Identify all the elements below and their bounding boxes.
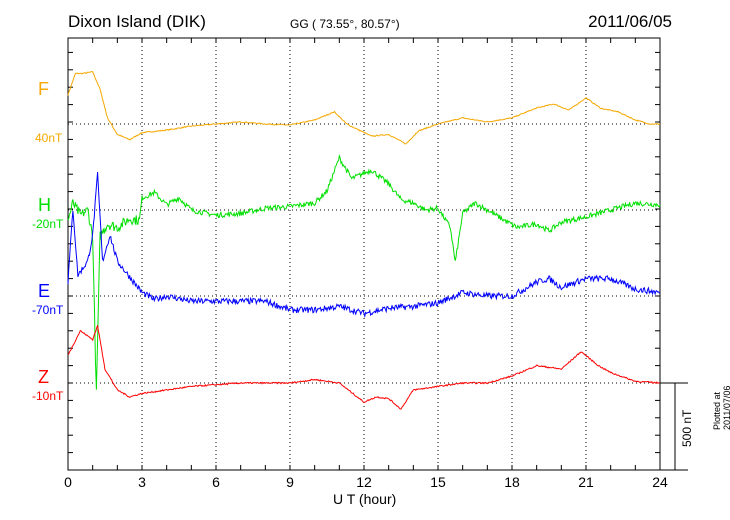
offset-label-z: -10nT [32, 389, 64, 403]
x-tick-label: 18 [504, 474, 520, 490]
station-coordinates: GG ( 73.55°, 80.57°) [290, 17, 400, 31]
x-tick-label: 15 [430, 474, 446, 490]
x-tick-label: 6 [212, 474, 220, 490]
trace-h [67, 153, 661, 390]
x-tick-label: 12 [356, 474, 372, 490]
scale-bar-label: 500 nT [680, 409, 694, 447]
offset-label-f: 40nT [35, 131, 63, 145]
component-label-z: Z [38, 367, 49, 387]
offset-label-e: -70nT [32, 303, 64, 317]
component-label-h: H [38, 195, 51, 215]
component-label-f: F [38, 79, 49, 99]
x-tick-label: 24 [652, 474, 668, 490]
x-tick-label: 21 [578, 474, 594, 490]
station-title: Dixon Island (DIK) [68, 12, 206, 31]
component-label-e: E [38, 281, 51, 301]
x-axis-label: U T (hour) [333, 491, 397, 507]
x-tick-label: 3 [138, 474, 146, 490]
x-tick-label: 0 [64, 474, 72, 490]
plot-date: 2011/06/05 [588, 12, 672, 31]
x-tick-label: 9 [286, 474, 294, 490]
trace-f [67, 70, 661, 145]
offset-label-h: -20nT [32, 217, 64, 231]
trace-z [67, 325, 661, 410]
plotted-timestamp: Plotted at 2011/07/06 01:00 UT [712, 385, 730, 430]
trace-e [67, 172, 661, 319]
